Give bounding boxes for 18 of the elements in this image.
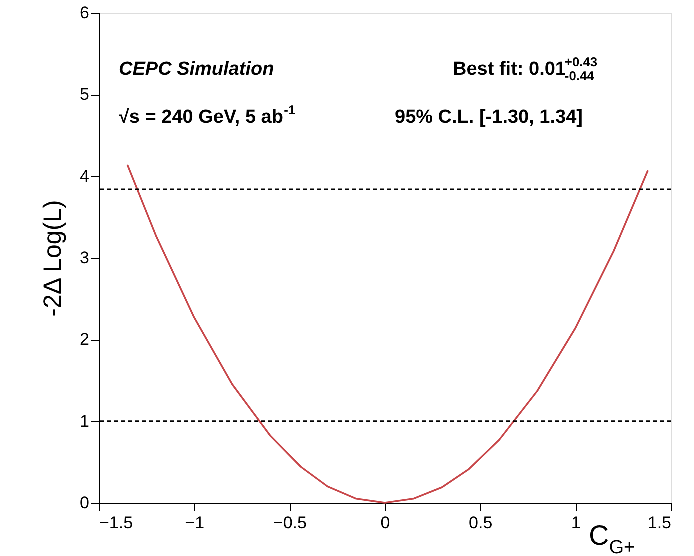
x-tick-label: −0.5	[273, 514, 307, 532]
y-tick-label: 5	[80, 85, 90, 104]
y-tick-label: 6	[80, 4, 90, 22]
x-tick-label: 1.5	[648, 514, 672, 532]
x-tick-label: 1	[571, 514, 581, 532]
x-tick-label: 0	[380, 514, 390, 532]
y-axis-title: -2Δ Log(L)	[39, 200, 68, 317]
x-tick-label: −1	[185, 514, 205, 532]
annotation: 95% C.L. [-1.30, 1.34]	[395, 107, 583, 128]
y-tick-label: 3	[80, 248, 90, 268]
y-tick-label: 0	[80, 494, 90, 512]
line-series	[126, 164, 650, 504]
y-tick-label: 2	[80, 330, 90, 350]
annotation: CEPC Simulation	[119, 59, 274, 80]
x-tick-label: −1.5	[100, 514, 134, 532]
y-tick-label: 4	[80, 166, 90, 186]
y-tick-label: 1	[80, 412, 90, 431]
x-tick-label: 0.5	[469, 514, 493, 532]
